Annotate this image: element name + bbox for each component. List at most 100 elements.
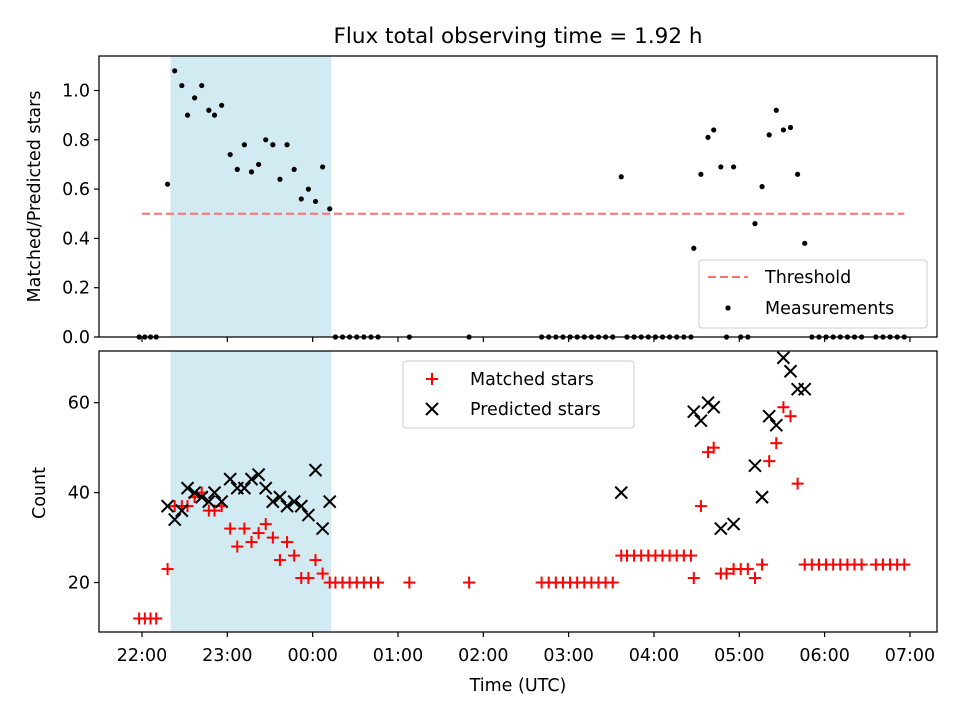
predicted-star-point [175,503,189,518]
predicted-star-point [280,499,294,513]
bottom-y-axis-label: Count [30,467,50,519]
predicted-star-point [755,490,769,504]
top-panel: 0.0 0.2 0.4 0.6 0.8 1.0 Matched/Predicted sta… [25,55,938,348]
measurement-point [256,161,262,168]
x-tick-label: 00:00 [287,646,337,666]
matched-star-point [741,563,754,576]
measurement-point [277,176,283,182]
measurement-point [618,174,624,180]
matched-star-point [309,554,322,567]
predicted-star-point [614,485,628,500]
predicted-star-point [714,521,728,536]
measurement-point [731,164,737,170]
y-tick-label: 20 [68,574,90,594]
measurement-point [691,245,697,251]
measurement-point [263,137,269,143]
predicted-star-point [776,351,791,365]
top-legend: Threshold Measurements [698,259,928,329]
measurement-point [211,112,218,118]
matched-star-point [770,437,783,450]
y-tick-label: 0.6 [62,180,90,200]
matched-star-point [238,522,251,535]
y-tick-label: 1.0 [62,82,90,102]
measurement-point [291,166,297,172]
matched-star-point [281,536,294,549]
predicted-star-point [259,481,273,495]
measurement-point [164,181,171,187]
matched-star-point [316,567,329,580]
measurement-point [192,95,198,101]
matched-star-point [777,401,790,414]
measurement-point [327,206,333,212]
matched-star-point [791,477,804,490]
x-tick-label: 23:00 [202,646,252,666]
x-tick-label: 06:00 [799,646,849,666]
matched-star-point [302,572,315,585]
predicted-star-point [273,490,287,504]
y-tick-label: 40 [68,484,90,504]
predicted-star-point [748,458,762,473]
matched-star-point [403,576,416,589]
matched-star-point [606,576,619,589]
matched-star-point [224,522,237,535]
measurement-point [795,171,801,177]
matched-star-point [784,410,797,423]
chart-title: Flux total observing time = 1.92 h [334,24,703,49]
measurement-point [759,184,765,190]
matched-star-point [707,441,720,454]
measurement-point [219,102,225,108]
matched-star-point [898,558,911,571]
predicted-star-point [266,494,280,509]
top-axes-frame [98,55,938,338]
x-tick-label: 02:00 [458,646,508,666]
measurement-point [227,151,233,158]
predicted-star-point [251,467,266,482]
predicted-star-point [244,472,259,486]
matched-star-point [720,567,733,580]
predicted-star-point [180,481,195,495]
matched-star-point [372,576,385,589]
measurement-point [298,196,304,202]
measurement-point [206,107,212,113]
x-tick-label: 04:00 [629,646,679,666]
matched-star-point [231,540,244,553]
predicted-star-point [223,472,237,486]
predicted-star-point [323,494,337,509]
matched-star-point [259,518,272,531]
top-y-axis-label: Matched/Predicted stars [25,91,45,303]
measurement-point [711,127,717,133]
top-legend-box [698,259,928,329]
measurement-point [241,142,247,148]
y-tick-label: 0.0 [62,328,90,348]
measurement-point [305,186,311,192]
bottom-legend-box [402,360,635,429]
predicted-star-point [195,490,209,504]
predicted-star-point [202,494,216,509]
x-tick-label: 03:00 [543,646,593,666]
predicted-star-point [237,481,252,495]
matched-star-point [463,576,476,589]
matched-star-point [273,554,286,567]
matched-star-point [748,572,761,585]
y-tick-label: 60 [68,394,90,414]
measurement-point [766,132,772,138]
measurement-point [787,124,794,131]
x-tick-label: 22:00 [117,646,167,666]
y-tick-label: 0.4 [62,229,90,249]
predicted-star-point [707,400,721,414]
matched-star-point [756,558,769,571]
bottom-panel: 20 40 60 22:00 23:00 00:00 01:00 02:00 03:00 04:… [30,350,938,696]
legend-matched-label: Matched stars [470,370,594,390]
predicted-star-point [160,499,175,513]
predicted-star-point [301,508,316,522]
predicted-star-point [783,364,798,378]
measurement-point [248,169,255,175]
matched-star-point [694,500,707,513]
bottom-legend: Matched stars Predicted stars [402,360,635,429]
bottom-axes-frame [98,350,938,633]
measurement-point [234,166,240,172]
legend-measurement-swatch [725,305,731,311]
y-tick-label: 0.8 [62,131,90,151]
predicted-star-point [769,418,783,432]
